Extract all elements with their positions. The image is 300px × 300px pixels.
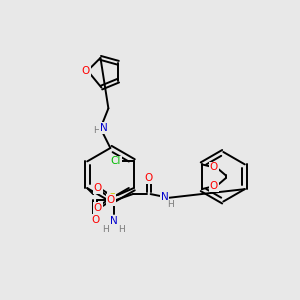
Text: N: N (110, 216, 118, 226)
Text: O: O (210, 162, 218, 172)
Text: S: S (108, 193, 115, 203)
Text: H: H (118, 225, 125, 234)
Text: N: N (160, 192, 168, 202)
Text: O: O (94, 183, 102, 193)
Text: O: O (210, 181, 218, 191)
Text: O: O (82, 66, 90, 76)
Text: O: O (145, 173, 153, 183)
Text: H: H (167, 200, 174, 209)
Text: N: N (100, 123, 107, 133)
Text: O: O (94, 203, 102, 213)
Text: O: O (91, 215, 99, 225)
Text: H: H (102, 225, 109, 234)
Text: O: O (107, 195, 115, 205)
Text: H: H (93, 126, 100, 135)
Text: Cl: Cl (110, 156, 121, 167)
